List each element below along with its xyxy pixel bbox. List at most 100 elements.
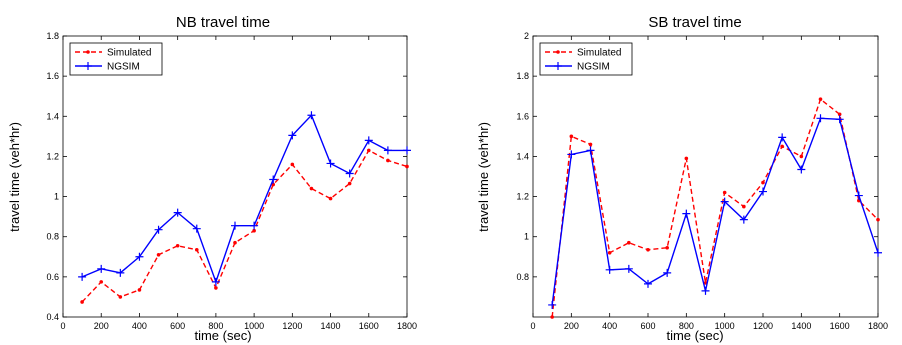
data-point-ngsim (567, 150, 576, 159)
x-axis-label: time (sec) (194, 328, 251, 343)
x-tick-label: 1400 (791, 321, 811, 331)
data-point-ngsim (345, 169, 354, 178)
data-point-ngsim (211, 277, 220, 286)
series-line-simulated (81, 149, 408, 303)
y-tick-label: 1.4 (46, 111, 59, 121)
data-point-simulated (761, 180, 765, 185)
data-point-simulated (550, 315, 554, 319)
x-tick-label: 1000 (715, 321, 735, 331)
y-tick-label: 0.8 (516, 272, 529, 282)
data-point-ngsim (403, 146, 411, 155)
data-point-ngsim (586, 146, 595, 155)
x-tick-label: 1600 (830, 321, 850, 331)
data-point-ngsim (173, 208, 182, 217)
data-point-simulated (366, 148, 371, 153)
series-line-ngsim (81, 114, 407, 284)
x-tick-label: 0 (60, 321, 65, 331)
x-tick-label: 1200 (753, 321, 773, 331)
y-tick-label: 0.4 (46, 312, 59, 322)
data-point-simulated (684, 156, 689, 161)
legend-label-ngsim: NGSIM (107, 62, 140, 73)
y-tick-label: 2 (524, 31, 529, 41)
data-point-simulated (837, 112, 842, 117)
x-tick-label: 1400 (321, 321, 341, 331)
legend-label-simulated: Simulated (107, 48, 151, 59)
data-point-ngsim (854, 191, 863, 200)
data-point-simulated (271, 182, 276, 187)
data-point-ngsim (326, 159, 335, 168)
data-point-ngsim (97, 264, 106, 273)
data-point-ngsim (624, 264, 633, 273)
x-tick-label: 1800 (397, 321, 417, 331)
y-axis-label: travel time (veh*hr) (7, 122, 22, 232)
x-tick-label: 1800 (868, 321, 888, 331)
legend-box (69, 42, 163, 76)
data-point-simulated (118, 295, 123, 299)
data-point-simulated (588, 142, 593, 147)
x-axis-label: time (sec) (666, 328, 723, 343)
data-point-simulated (309, 186, 314, 191)
data-point-ngsim (135, 252, 144, 261)
data-point-simulated (607, 250, 612, 255)
data-point-ngsim (288, 131, 297, 140)
sb-travel-time-chart: SB travel time time (sec) travel time (v… (476, 14, 888, 343)
y-tick-label: 1.8 (46, 31, 59, 41)
data-point-simulated (876, 217, 880, 222)
data-point-ngsim (116, 268, 125, 277)
data-point-simulated (665, 245, 669, 250)
data-point-ngsim (383, 146, 392, 155)
legend-marker (554, 62, 562, 70)
data-point-simulated (80, 300, 84, 304)
x-tick-label: 1600 (359, 321, 379, 331)
data-point-simulated (347, 181, 352, 186)
data-point-ngsim (701, 286, 710, 295)
x-tick-label: 200 (94, 321, 109, 331)
plot-frame (62, 35, 408, 318)
data-point-ngsim (78, 272, 87, 281)
data-point-simulated (137, 288, 142, 292)
data-point-ngsim (231, 221, 239, 230)
data-point-ngsim (192, 224, 201, 233)
data-point-ngsim (682, 209, 691, 218)
y-tick-label: 0.8 (46, 232, 59, 242)
y-tick-label: 1.4 (516, 151, 529, 161)
data-point-simulated (627, 240, 631, 245)
series-line-ngsim (551, 117, 879, 306)
data-point-simulated (405, 164, 409, 169)
x-tick-label: 0 (530, 321, 535, 331)
data-point-simulated (722, 190, 727, 195)
series-line-simulated (551, 98, 879, 318)
y-tick-label: 1 (54, 192, 59, 202)
data-point-ngsim (663, 268, 672, 277)
data-point-simulated (818, 97, 823, 102)
y-tick-label: 1.2 (516, 192, 529, 202)
chart-title: SB travel time (648, 14, 741, 31)
data-point-simulated (646, 247, 650, 252)
data-point-ngsim (739, 215, 748, 224)
y-tick-label: 1 (524, 232, 529, 242)
data-point-ngsim (269, 175, 278, 184)
data-point-ngsim (835, 115, 844, 124)
data-point-ngsim (548, 300, 557, 309)
y-axis-label: travel time (veh*hr) (476, 122, 491, 232)
x-tick-label: 1000 (244, 321, 264, 331)
data-point-ngsim (816, 114, 825, 123)
data-point-ngsim (720, 197, 729, 206)
data-point-ngsim (644, 279, 652, 288)
plot-frame (532, 35, 879, 318)
data-point-simulated (99, 280, 104, 284)
data-point-simulated (799, 154, 804, 159)
legend-marker (84, 62, 92, 70)
x-tick-label: 400 (602, 321, 617, 331)
data-point-simulated (569, 134, 574, 139)
data-point-simulated (386, 158, 390, 163)
data-point-ngsim (364, 136, 373, 145)
legend-label-simulated: Simulated (577, 48, 621, 59)
data-point-simulated (780, 144, 784, 149)
x-tick-label: 200 (564, 321, 579, 331)
data-point-simulated (290, 162, 295, 167)
legend-label-ngsim: NGSIM (577, 62, 610, 73)
x-tick-label: 1200 (282, 321, 302, 331)
x-tick-label: 800 (679, 321, 694, 331)
